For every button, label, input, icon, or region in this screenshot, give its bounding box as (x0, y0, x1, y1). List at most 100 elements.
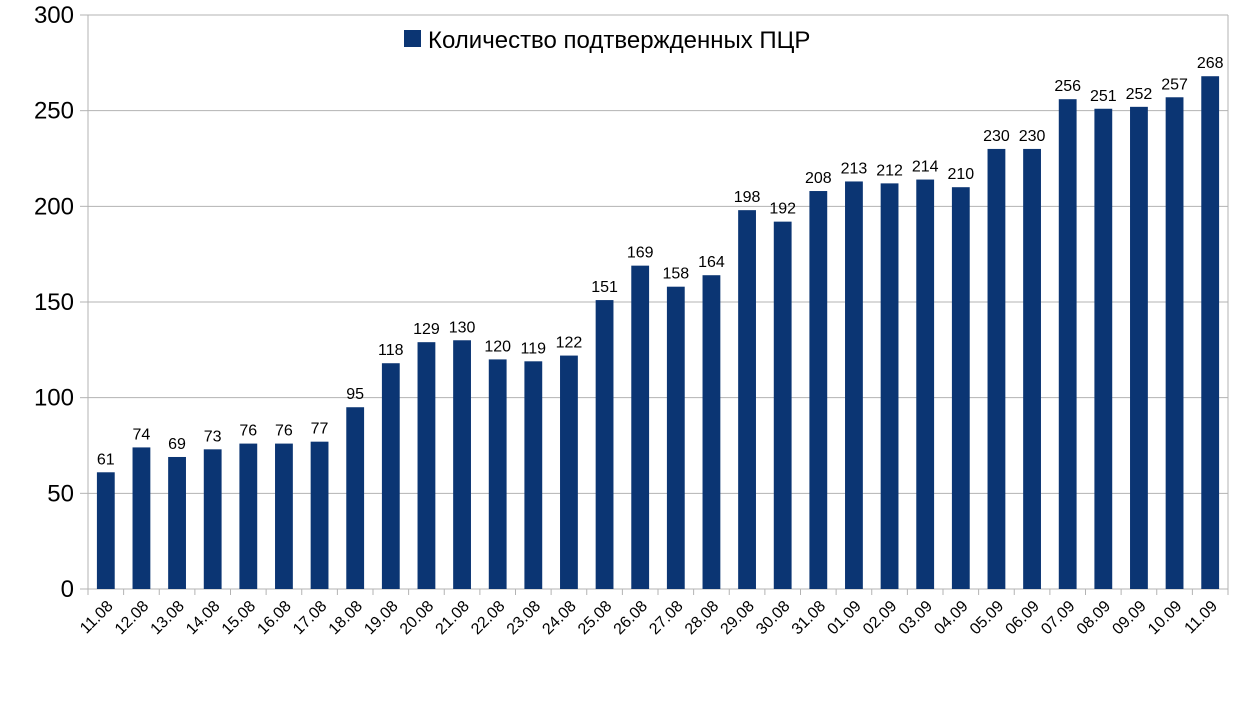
data-label: 119 (521, 340, 547, 357)
data-label: 192 (769, 201, 796, 218)
data-label: 74 (133, 426, 151, 443)
data-label: 164 (698, 254, 725, 271)
bar (203, 449, 222, 589)
x-tick-label: 19.08 (361, 598, 401, 638)
y-tick-label: 50 (47, 480, 74, 507)
data-label: 77 (311, 421, 329, 438)
bar (96, 472, 115, 589)
y-tick-labels: 0 50 100 150 200 250 300 (34, 2, 74, 603)
data-label: 230 (983, 128, 1010, 145)
x-tick-label: 18.08 (326, 598, 366, 638)
data-labels: 61 74 69 73 76 76 77 95 118 129 130 120 119 122 151 169… (97, 55, 1224, 468)
x-tick-label: 15.08 (219, 598, 259, 638)
data-label: 73 (204, 428, 222, 445)
data-label: 76 (275, 423, 293, 440)
bar (595, 300, 614, 589)
y-tick-label: 150 (34, 289, 74, 316)
x-tick-label: 17.08 (290, 598, 330, 638)
data-label: 213 (841, 160, 868, 177)
bar (560, 355, 578, 589)
data-label: 95 (346, 386, 364, 403)
data-label: 256 (1054, 78, 1081, 95)
data-label: 208 (805, 170, 832, 187)
bar (631, 265, 650, 589)
bar (880, 183, 899, 589)
x-tick-label: 11.08 (77, 598, 117, 638)
data-label: 214 (912, 159, 939, 176)
bar (1058, 99, 1077, 589)
x-tick-label: 23.08 (504, 598, 544, 638)
x-tick-label: 08.09 (1074, 598, 1114, 638)
x-tick-label: 05.09 (967, 598, 1007, 638)
x-tick-label: 04.09 (931, 598, 971, 638)
legend-entry: Количество подтвержденных ПЦР (428, 27, 810, 54)
y-tick-label: 200 (34, 193, 74, 220)
bar (168, 456, 186, 589)
data-label: 120 (484, 338, 511, 355)
x-tick-label: 25.08 (575, 598, 615, 638)
x-tick-label: 24.08 (539, 598, 579, 638)
y-tick-label: 100 (34, 385, 74, 412)
data-label: 129 (413, 321, 440, 338)
x-tick-label: 01.09 (824, 598, 864, 638)
data-label: 118 (378, 342, 404, 359)
bar (845, 181, 863, 589)
x-tick-label: 28.08 (682, 598, 722, 638)
x-tick-label: 11.09 (1182, 598, 1222, 638)
gridlines (88, 14, 1228, 590)
y-tick-label: 250 (34, 98, 74, 125)
bar (453, 340, 471, 589)
data-label: 230 (1019, 128, 1046, 145)
legend: Количество подтвержденных ПЦР (404, 27, 810, 54)
data-label: 169 (627, 245, 654, 262)
bar (417, 342, 436, 589)
data-label: 61 (97, 451, 115, 468)
bar (1130, 106, 1148, 589)
bar (275, 443, 293, 589)
x-tick-label: 21.08 (433, 598, 473, 638)
data-label: 251 (1090, 88, 1117, 105)
x-tick-label: 26.08 (611, 598, 651, 638)
bar (987, 148, 1006, 589)
x-tick-label: 10.09 (1145, 598, 1185, 638)
data-label: 122 (556, 335, 583, 352)
bar (346, 407, 365, 589)
x-tick-label: 31.08 (789, 598, 829, 638)
data-label: 268 (1197, 55, 1224, 72)
bar (524, 361, 543, 589)
x-tick-label: 30.08 (753, 598, 793, 638)
bar (1094, 108, 1113, 590)
bar (239, 443, 258, 589)
x-tick-label: 14.08 (183, 598, 223, 638)
data-label: 212 (876, 162, 903, 179)
data-label: 130 (449, 319, 476, 336)
data-label: 158 (662, 266, 689, 283)
data-label: 198 (734, 189, 761, 206)
data-label: 252 (1126, 86, 1153, 103)
x-tick-label: 03.09 (896, 598, 936, 638)
bar (381, 363, 400, 589)
x-tick-labels: 11.0812.0813.0814.0815.0816.0817.0818.08… (77, 598, 1221, 638)
bar (1165, 97, 1184, 590)
data-label: 257 (1161, 76, 1188, 93)
x-tick-label: 20.08 (397, 598, 437, 638)
axes (80, 14, 1229, 595)
data-label: 151 (591, 279, 618, 296)
x-tick-label: 13.08 (148, 598, 188, 638)
x-tick-label: 07.09 (1038, 598, 1078, 638)
y-tick-label: 300 (34, 2, 74, 29)
x-tick-label: 22.08 (468, 598, 508, 638)
bar (666, 286, 685, 589)
bar (916, 179, 935, 589)
bar (488, 359, 507, 589)
bar (1023, 148, 1041, 589)
data-label: 76 (239, 423, 257, 440)
x-tick-label: 02.09 (860, 598, 900, 638)
bar (1201, 76, 1220, 589)
x-tick-label: 06.09 (1003, 598, 1043, 638)
bar (132, 447, 151, 589)
data-label: 69 (168, 436, 186, 453)
x-tick-label: 16.08 (254, 598, 294, 638)
legend-swatch (404, 30, 421, 47)
